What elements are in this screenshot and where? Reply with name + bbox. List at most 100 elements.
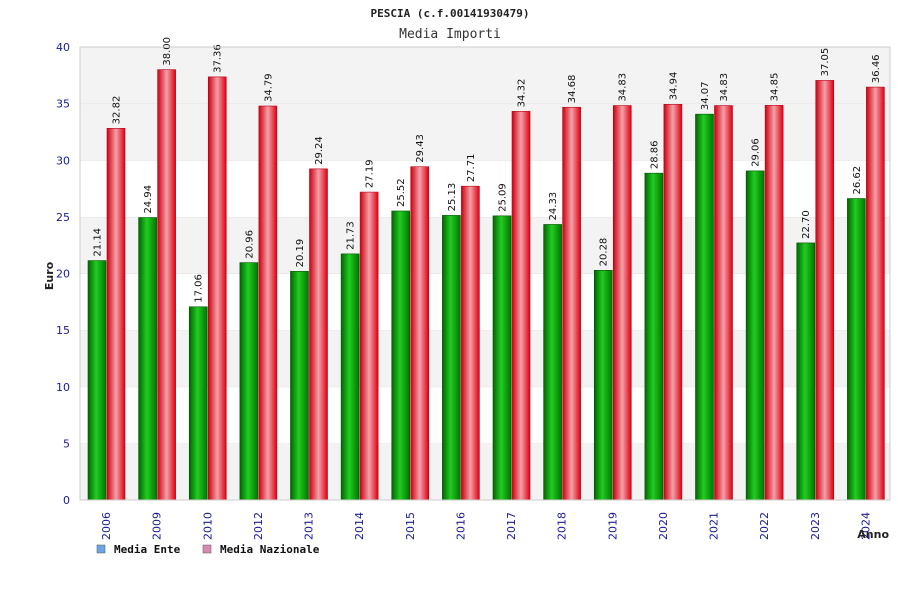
y-axis-label: Euro	[43, 261, 56, 290]
bar-media-ente	[796, 242, 816, 501]
data-label: 26.62	[852, 166, 863, 195]
x-tick-label: 2018	[556, 512, 569, 540]
bar-media-nazionale	[511, 111, 531, 501]
x-tick-label: 2012	[252, 512, 265, 540]
data-label: 34.68	[567, 75, 578, 104]
bar-media-ente	[391, 210, 411, 501]
bar-media-nazionale	[663, 104, 683, 501]
bar-media-ente	[847, 198, 866, 501]
data-label: 29.43	[415, 134, 426, 163]
bar-media-nazionale	[562, 106, 581, 501]
data-label: 29.06	[751, 138, 762, 167]
bar-media-ente	[492, 215, 512, 501]
legend: Media Ente Media Nazionale	[96, 543, 320, 556]
x-tick-label: 2016	[454, 512, 467, 540]
data-label: 21.14	[93, 228, 104, 257]
data-label: 34.32	[517, 79, 528, 108]
legend-label-media-ente: Media Ente	[114, 543, 181, 556]
x-tick-label: 2022	[758, 512, 771, 540]
y-tick-label: 20	[56, 268, 70, 281]
y-tick-label: 40	[56, 41, 70, 54]
data-label: 29.24	[314, 136, 325, 165]
data-label: 36.46	[871, 54, 882, 83]
x-axis-label: Anno	[857, 528, 889, 541]
data-label: 32.82	[112, 96, 123, 125]
bar-media-ente	[188, 306, 208, 501]
x-tick-label: 2006	[100, 512, 113, 540]
bar-media-nazionale	[612, 105, 632, 501]
x-tick-label: 2021	[708, 512, 721, 540]
data-label: 37.05	[820, 48, 831, 77]
x-tick-label: 2017	[505, 512, 518, 540]
y-tick-label: 30	[56, 154, 70, 167]
data-label: 27.19	[365, 159, 376, 188]
y-tick-label: 25	[56, 211, 70, 224]
data-label: 37.36	[213, 44, 224, 73]
bar-media-nazionale	[461, 185, 480, 501]
bar-media-nazionale	[359, 191, 379, 501]
x-tick-label: 2019	[606, 512, 619, 540]
bar-media-ente	[695, 113, 714, 501]
data-label: 22.70	[801, 210, 812, 239]
bar-media-ente	[644, 172, 664, 501]
grid-band	[80, 47, 890, 104]
data-label: 34.07	[700, 82, 711, 111]
y-tick-label: 10	[56, 381, 70, 394]
bar-media-nazionale	[815, 80, 835, 501]
x-axis-ticks: 2006 2009 2010 2012 2013 2014 2015 2016 2017 2018…	[100, 512, 872, 540]
bar-media-nazionale	[106, 128, 126, 501]
data-label: 34.79	[263, 73, 274, 102]
legend-swatch-media-nazionale	[202, 544, 212, 554]
data-label: 34.83	[618, 73, 629, 102]
legend-label-media-nazionale: Media Nazionale	[220, 543, 320, 556]
x-tick-label: 2024	[859, 512, 872, 540]
bar-media-nazionale	[866, 86, 885, 501]
bar-media-nazionale	[258, 105, 278, 501]
chart-subtitle: Media Importi	[399, 27, 501, 42]
y-tick-label: 15	[56, 324, 70, 337]
data-label: 34.85	[770, 73, 781, 102]
chart-title: PESCIA (c.f.00141930479)	[371, 7, 530, 20]
y-tick-label: 35	[56, 98, 70, 111]
y-axis-ticks: 0 5 10 15 20 25 30 35 40	[56, 41, 70, 507]
data-label: 38.00	[162, 37, 173, 66]
bar-media-nazionale	[207, 76, 227, 501]
bar-media-nazionale	[410, 166, 430, 501]
data-label: 21.73	[346, 221, 357, 250]
x-tick-label: 2013	[303, 512, 316, 540]
data-label: 27.71	[466, 154, 477, 183]
plot-frame	[79, 46, 891, 501]
data-label: 24.94	[143, 185, 154, 214]
bar-media-ente	[340, 253, 360, 501]
bar-media-ente	[543, 224, 562, 501]
bar-media-ente	[138, 217, 157, 501]
data-label: 34.94	[668, 72, 679, 101]
bar-media-nazionale	[309, 168, 328, 501]
x-tick-label: 2023	[809, 512, 822, 540]
bar-media-ente	[239, 262, 259, 501]
data-label: 28.86	[649, 141, 660, 170]
bar-media-ente	[745, 170, 765, 501]
data-label: 17.06	[194, 274, 205, 303]
data-label: 25.52	[396, 178, 407, 207]
bar-media-ente	[87, 260, 107, 501]
x-tick-label: 2015	[404, 512, 417, 540]
bar-media-nazionale	[764, 105, 784, 501]
bar-media-nazionale	[157, 69, 176, 501]
bar-media-nazionale	[714, 105, 733, 501]
data-label: 20.28	[599, 238, 610, 267]
x-tick-label: 2009	[151, 512, 164, 540]
bars: 21.14 24.94 17.06 20.96 20.19 21.73 25.52 25.13…	[87, 37, 885, 501]
data-label: 34.83	[719, 73, 730, 102]
data-label: 20.96	[244, 230, 255, 259]
x-tick-label: 2020	[657, 512, 670, 540]
y-tick-label: 0	[63, 494, 70, 507]
bar-media-ente	[290, 271, 309, 501]
legend-swatch-media-ente	[96, 544, 106, 554]
y-tick-label: 5	[63, 437, 70, 450]
bar-media-ente	[593, 270, 613, 501]
data-label: 20.19	[295, 239, 306, 268]
x-tick-label: 2014	[353, 512, 366, 540]
data-label: 25.13	[447, 183, 458, 212]
